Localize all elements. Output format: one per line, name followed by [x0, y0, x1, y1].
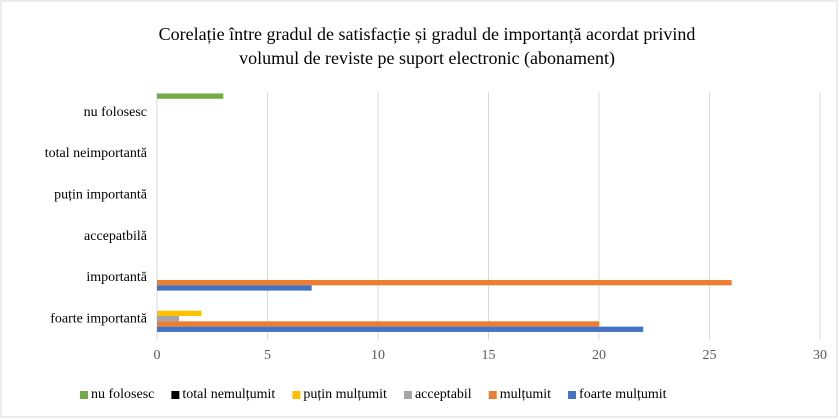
legend-label: mulțumit — [500, 387, 551, 402]
y-tick-label: puțin importantă — [54, 188, 148, 203]
legend-label: nu folosesc — [91, 387, 154, 402]
x-tick-label: 5 — [264, 348, 271, 363]
legend-swatch — [292, 391, 301, 399]
legend-label: total nemulțumit — [182, 387, 275, 402]
y-tick-label: foarte importantă — [50, 312, 148, 327]
bar — [157, 93, 224, 99]
bar — [157, 280, 732, 286]
y-tick-label: total neimportantă — [45, 146, 148, 161]
bar — [157, 310, 202, 317]
bar — [157, 326, 644, 332]
bar — [157, 321, 599, 327]
x-tick-label: 0 — [154, 348, 161, 363]
legend-label: foarte mulțumit — [579, 387, 667, 402]
chart-title: volumul de reviste pe suport electronic … — [239, 48, 615, 69]
y-tick-label: accepatbilă — [84, 229, 148, 244]
x-tick-label: 10 — [371, 348, 385, 363]
chart-title: Corelație între gradul de satisfacție și… — [159, 24, 696, 44]
bar — [157, 285, 312, 291]
y-tick-label: importantă — [86, 270, 147, 285]
legend-label: puțin mulțumit — [303, 387, 387, 402]
x-tick-label: 15 — [482, 348, 496, 363]
legend-swatch — [403, 391, 412, 399]
x-tick-label: 30 — [813, 348, 827, 363]
y-tick-label: nu folosesc — [84, 105, 147, 120]
legend-swatch — [80, 391, 88, 399]
bar — [157, 316, 180, 322]
x-tick-label: 25 — [703, 348, 717, 363]
legend-swatch — [171, 391, 180, 399]
x-tick-label: 20 — [592, 348, 606, 363]
legend-label: acceptabil — [415, 387, 472, 402]
legend-swatch — [488, 391, 497, 399]
legend-swatch — [568, 391, 577, 399]
